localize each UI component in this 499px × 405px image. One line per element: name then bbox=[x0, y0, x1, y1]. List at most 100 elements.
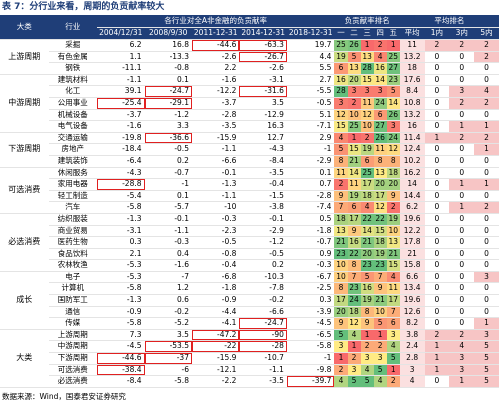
rank-cell: 7 bbox=[347, 270, 361, 284]
avg-cell: 5 bbox=[474, 340, 499, 354]
avg-cell: 16 bbox=[399, 120, 425, 133]
table: 大类 行业 各行业对全A非金融的负贡献率 负贡献率排名 平均排名 2004/12/31 20… bbox=[0, 16, 499, 388]
avg-cell: 0 bbox=[424, 109, 450, 122]
header-cell: 一 bbox=[334, 27, 348, 40]
value-cell: -5.8 bbox=[144, 375, 192, 388]
avg-cell: 1 bbox=[449, 178, 475, 191]
table-row: 房地产 -18.4 -0.5 -1.1 -4.3 -1 5 15 19 11 12 12.4 0 0 1 bbox=[0, 143, 499, 156]
rank-cell: 12 bbox=[386, 143, 400, 156]
rank-cell: 4 bbox=[386, 340, 400, 354]
rank-cell: 19 bbox=[386, 212, 400, 226]
value-cell: 2.1 bbox=[97, 248, 145, 261]
value-cell: -2.3 bbox=[191, 225, 240, 238]
value-cell: -18.4 bbox=[97, 143, 145, 156]
value-cell: -24.7 bbox=[144, 85, 192, 98]
value-cell: -3.9 bbox=[286, 306, 335, 319]
avg-cell: 5 bbox=[474, 375, 499, 388]
value-cell: -6.8 bbox=[191, 270, 240, 284]
header-cell: 平均排名 bbox=[399, 16, 499, 28]
avg-cell: 0 bbox=[449, 294, 475, 307]
group-cell: 上游周期 bbox=[0, 39, 49, 75]
rank-cell: 6 bbox=[373, 109, 387, 122]
rank-cell: 2 bbox=[347, 352, 361, 365]
rank-cell: 2 bbox=[334, 364, 348, 377]
rank-cell: 22 bbox=[373, 212, 387, 226]
rank-cell: 17 bbox=[360, 178, 374, 191]
title: 表 7：分行业来看，周期的负贡献率较大 bbox=[0, 0, 499, 16]
rank-cell: 12 bbox=[347, 317, 361, 330]
table-row: 下游周期 -44.6 -37 -15.9 -10.7 -1 1 2 3 3 5 2.8 1 3 5 bbox=[0, 352, 499, 365]
rank-cell: 1 bbox=[386, 39, 400, 52]
value-cell: -0.7 bbox=[144, 166, 192, 180]
rank-cell: 10 bbox=[373, 306, 387, 319]
rank-cell: 2 bbox=[360, 340, 374, 354]
avg-cell: 0 bbox=[474, 225, 499, 238]
industry-cell: 采掘 bbox=[48, 39, 98, 52]
avg-cell: 0 bbox=[474, 236, 499, 249]
value-cell: 3.5 bbox=[144, 328, 192, 342]
table-row: 化工 39.1 -24.7 -12.2 -31.6 -5.5 28 3 3 3 5 8.4 0 3 4 bbox=[0, 85, 499, 98]
value-cell: -44.6 bbox=[191, 39, 240, 52]
value-cell: -4.5 bbox=[286, 317, 335, 330]
industry-cell: 休闲服务 bbox=[48, 166, 98, 180]
rank-cell: 3 bbox=[347, 85, 361, 98]
value-cell: -4.1 bbox=[191, 317, 240, 330]
avg-cell: 2 bbox=[449, 131, 475, 145]
avg-cell: 11.4 bbox=[399, 131, 425, 145]
industry-cell: 钢铁 bbox=[48, 62, 98, 75]
rank-cell: 10 bbox=[334, 259, 348, 272]
value-cell: 0.3 bbox=[286, 294, 335, 307]
rank-cell: 20 bbox=[386, 178, 400, 191]
avg-cell: 1 bbox=[449, 201, 475, 214]
value-cell: -6.6 bbox=[239, 306, 287, 319]
rank-cell: 3 bbox=[334, 97, 348, 110]
value-cell: -1.3 bbox=[97, 212, 145, 226]
group-cell: 下游周期 bbox=[0, 131, 49, 168]
avg-cell: 0 bbox=[449, 51, 475, 64]
value-cell: -1.1 bbox=[144, 225, 192, 238]
avg-cell: 17.6 bbox=[399, 73, 425, 87]
rank-cell: 17 bbox=[347, 212, 361, 226]
avg-cell: 16.2 bbox=[399, 166, 425, 180]
rank-cell: 3 bbox=[360, 85, 374, 98]
rank-cell: 4 bbox=[373, 375, 387, 388]
avg-cell: 0 bbox=[424, 190, 450, 203]
rank-cell: 10 bbox=[334, 270, 348, 284]
value-cell: -5.4 bbox=[97, 190, 145, 203]
value-cell: -5.8 bbox=[97, 282, 145, 296]
value-cell: -0.2 bbox=[144, 306, 192, 319]
avg-cell: 14.4 bbox=[399, 190, 425, 203]
avg-cell: 12.6 bbox=[399, 306, 425, 319]
avg-cell: 1 bbox=[424, 131, 450, 145]
industry-cell: 机械设备 bbox=[48, 109, 98, 122]
rank-cell: 1 bbox=[334, 352, 348, 365]
rank-cell: 3 bbox=[386, 120, 400, 133]
avg-cell: 4 bbox=[449, 340, 475, 354]
rank-cell: 19 bbox=[360, 143, 374, 156]
value-cell: -6.4 bbox=[97, 155, 145, 168]
value-cell: -10.3 bbox=[239, 270, 287, 284]
value-cell: -5.7 bbox=[144, 201, 192, 214]
avg-cell: 0 bbox=[424, 259, 450, 272]
rank-cell: 11 bbox=[334, 166, 348, 180]
rank-cell: 5 bbox=[386, 352, 400, 365]
rank-cell: 10 bbox=[360, 120, 374, 133]
rank-cell: 1 bbox=[360, 328, 374, 342]
avg-cell: 0 bbox=[474, 294, 499, 307]
rank-cell: 16 bbox=[347, 236, 361, 249]
value-cell: -29.1 bbox=[144, 97, 192, 110]
rank-cell: 23 bbox=[386, 73, 400, 87]
rank-cell: 27 bbox=[386, 62, 400, 75]
value-cell: 16.8 bbox=[144, 39, 192, 52]
rank-cell: 2 bbox=[386, 201, 400, 214]
value-cell: -28.8 bbox=[97, 178, 145, 191]
value-cell: 12.7 bbox=[239, 131, 287, 145]
value-cell: 0.6 bbox=[144, 294, 192, 307]
rank-cell: 9 bbox=[360, 317, 374, 330]
rank-cell: 2 bbox=[347, 97, 361, 110]
rank-cell: 20 bbox=[334, 306, 348, 319]
rank-cell: 12 bbox=[334, 109, 348, 122]
rank-cell: 15 bbox=[386, 259, 400, 272]
avg-cell: 1 bbox=[474, 178, 499, 191]
avg-cell: 0 bbox=[424, 51, 450, 64]
